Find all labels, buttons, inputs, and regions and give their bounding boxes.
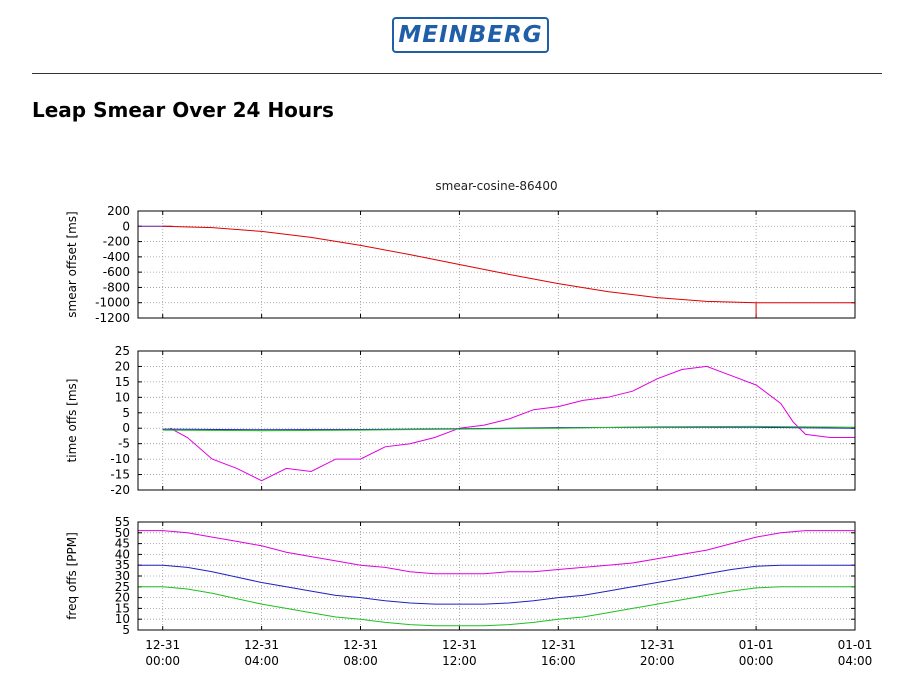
x-tick-label: 20:00 (640, 654, 675, 668)
x-tick-label: 12-31 (145, 638, 180, 652)
y-tick-label: -600 (103, 265, 130, 279)
y-tick-label: -800 (103, 280, 130, 294)
y-tick-label: 20 (115, 591, 130, 605)
x-tick-label: 16:00 (541, 654, 576, 668)
y-tick-label: 15 (115, 601, 130, 615)
series-line (162, 225, 855, 304)
series-line (138, 564, 855, 605)
x-tick-label: 12-31 (343, 638, 378, 652)
panel-frame (137, 350, 856, 491)
y-tick-label: 0 (122, 219, 130, 233)
y-tick-label: -5 (118, 437, 130, 451)
y-tick-label: 30 (115, 569, 130, 583)
y-tick-label: 40 (115, 547, 130, 561)
x-tick-label: 08:00 (343, 654, 378, 668)
y-tick-label: 5 (122, 623, 130, 637)
y-tick-label: -1200 (95, 311, 130, 325)
chart-title: smear-cosine-86400 (435, 179, 557, 193)
x-tick-label: 12-31 (244, 638, 279, 652)
x-tick-label: 04:00 (244, 654, 279, 668)
page-title: Leap Smear Over 24 Hours (32, 98, 334, 122)
series-line (162, 425, 856, 432)
series-line (138, 530, 855, 575)
x-tick-label: 00:00 (739, 654, 774, 668)
y-tick-label: -200 (103, 235, 130, 249)
series-line (138, 586, 855, 627)
y-tick-label: 35 (115, 558, 130, 572)
y-tick-label: -15 (110, 468, 130, 482)
x-tick-label: 01-01 (838, 638, 873, 652)
x-tick-label: 12-31 (541, 638, 576, 652)
y-tick-label: 25 (115, 344, 130, 358)
y-axis-label: time offs [ms] (65, 379, 79, 463)
panel-frame (137, 521, 856, 631)
y-tick-label: 25 (115, 580, 130, 594)
x-tick-label: 12-31 (640, 638, 675, 652)
y-tick-label: -400 (103, 250, 130, 264)
series-line (169, 365, 855, 482)
y-tick-label: 50 (115, 526, 130, 540)
y-tick-label: 20 (115, 359, 130, 373)
y-tick-label: 10 (115, 612, 130, 626)
y-tick-label: 15 (115, 375, 130, 389)
header-divider (32, 73, 882, 74)
x-tick-label: 00:00 (145, 654, 180, 668)
y-tick-label: -20 (110, 483, 130, 497)
logo-text: MEINBERG (398, 22, 543, 48)
y-tick-label: -1000 (95, 296, 130, 310)
y-tick-label: 10 (115, 390, 130, 404)
y-axis-label: smear offset [ms] (65, 211, 79, 318)
x-tick-label: 01-01 (739, 638, 774, 652)
panel-frame (137, 210, 856, 319)
y-tick-label: 45 (115, 537, 130, 551)
y-tick-label: -10 (110, 452, 130, 466)
y-tick-label: 200 (107, 204, 130, 218)
y-tick-label: 5 (122, 406, 130, 420)
y-axis-label: freq offs [PPM] (65, 532, 79, 620)
y-tick-label: 0 (122, 421, 130, 435)
x-tick-label: 12:00 (442, 654, 477, 668)
y-tick-label: 55 (115, 515, 130, 529)
x-tick-label: 12-31 (442, 638, 477, 652)
meinberg-logo: MEINBERG (392, 17, 549, 53)
x-tick-label: 04:00 (838, 654, 873, 668)
